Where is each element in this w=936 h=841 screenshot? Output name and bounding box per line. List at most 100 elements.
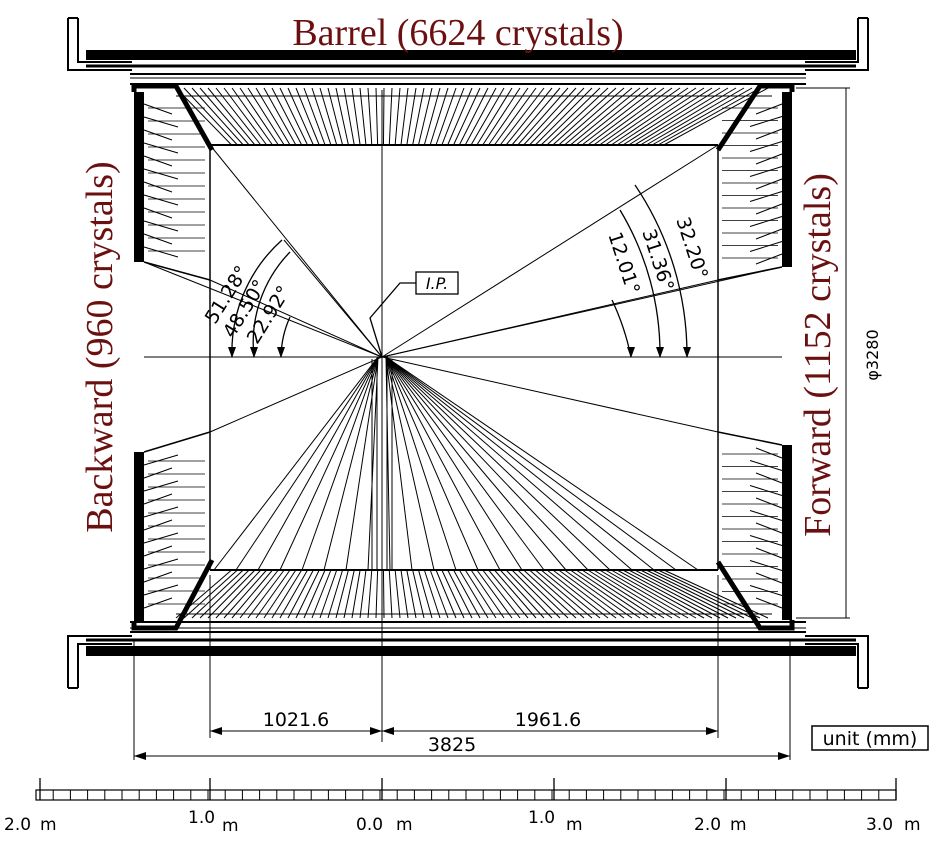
ip-ray <box>283 239 383 358</box>
barrel-crystal-bottom <box>435 569 457 619</box>
barrel-crystal-bottom <box>546 569 609 619</box>
barrel-crystal-bottom <box>247 569 285 619</box>
ip-ray-fan <box>385 356 413 571</box>
barrel-crystal-bottom <box>447 569 473 619</box>
barrel-crystal-top <box>191 87 244 146</box>
ip-ray <box>209 279 383 358</box>
barrel-crystal-bottom <box>634 569 729 619</box>
angle-label-forward-1: 32.20° <box>671 214 712 282</box>
barrel-crystal-top <box>239 87 279 146</box>
ip-ray-fan <box>385 356 523 571</box>
forward-length-label: 1961.6 <box>515 709 581 731</box>
barrel-crystal-bottom <box>575 569 649 619</box>
backward-crystal-top <box>143 168 179 180</box>
ip-ray-fan <box>385 356 633 571</box>
barrel-crystal-bottom <box>476 569 513 619</box>
barrel-crystal-top <box>564 87 633 146</box>
backward-endcap <box>131 83 215 631</box>
ip-ray <box>381 144 719 358</box>
forward-crystal-top <box>755 178 783 190</box>
barrel-crystal-top <box>499 87 545 146</box>
barrel-crystal-bottom <box>441 569 465 619</box>
barrel-crystal-bottom <box>651 569 753 619</box>
barrel-crystal-bottom <box>207 569 256 619</box>
forward-crystal-bottom <box>755 597 783 609</box>
barrel-crystal-top <box>255 87 291 146</box>
barrel-crystal-top <box>651 87 753 146</box>
backward-crystal-top <box>143 207 173 219</box>
barrel-crystal-top <box>640 87 737 146</box>
ip-ray-fan <box>323 356 379 571</box>
barrel-crystal-top <box>223 87 268 146</box>
barrel-crystals-top <box>175 87 772 146</box>
barrel-crystal-bottom <box>628 569 721 619</box>
unit-box: unit (mm) <box>811 725 929 751</box>
barrel-crystal-top <box>453 87 481 146</box>
backward-crystal-top <box>143 194 179 206</box>
barrel-crystal-bottom <box>191 569 244 619</box>
barrel-crystal-bottom <box>599 569 681 619</box>
scale-unit-0m: m <box>396 815 413 835</box>
barrel-crystal-bottom <box>616 569 705 619</box>
barrel-crystal-top <box>279 87 308 146</box>
forward-crystal-top <box>755 153 783 165</box>
barrel-crystal-top <box>464 87 497 146</box>
scale-label-1m-right: 1.0 <box>528 808 555 828</box>
barrel-crystal-top <box>400 87 409 146</box>
backward-crystal-bottom <box>143 597 173 609</box>
barrel-crystal-top <box>351 87 361 146</box>
barrel-crystal-bottom <box>382 569 385 619</box>
barrel-crystal-top <box>505 87 553 146</box>
angle-label-forward-3: 12.01° <box>603 229 644 297</box>
forward-crystal-top <box>755 253 783 265</box>
barrel-crystal-bottom <box>499 569 545 619</box>
barrel-crystal-top <box>599 87 681 146</box>
backward-crystal-bottom <box>143 480 179 492</box>
forward-crystal-bottom <box>749 560 783 571</box>
backward-crystal-bottom <box>143 558 179 570</box>
barrel-crystal-bottom <box>581 569 657 619</box>
outer-structure-bottom <box>67 621 869 689</box>
backward-crystals-bottom <box>143 454 205 609</box>
barrel-crystal-bottom <box>199 569 250 619</box>
ip-ray-fan <box>235 356 379 571</box>
scale-unit-3m: m <box>904 815 921 835</box>
forward-crystal-top <box>749 191 783 202</box>
forward-title: Forward (1152 crystals) <box>797 173 839 537</box>
scale-unit-1m-left: m <box>222 816 239 836</box>
barrel-crystal-top <box>287 87 314 146</box>
barrel-crystal-bottom <box>183 569 238 619</box>
ip-ray-fan <box>279 356 379 571</box>
barrel-crystal-bottom <box>319 569 338 619</box>
length-dimensions <box>133 575 791 760</box>
outer-structure-top <box>67 17 869 85</box>
barrel-crystal-top <box>406 87 417 146</box>
barrel-crystal-top <box>581 87 657 146</box>
backward-crystal-bottom <box>143 519 173 531</box>
diameter-dimension <box>796 87 850 619</box>
ip-rays <box>143 144 783 571</box>
forward-crystal-bottom <box>755 447 783 459</box>
barrel-crystal-bottom <box>255 569 291 619</box>
barrel-crystal-bottom <box>640 569 737 619</box>
barrel-crystal-top <box>435 87 457 146</box>
barrel-crystal-bottom <box>534 569 593 619</box>
barrel-crystal-bottom <box>517 569 569 619</box>
barrel-crystal-top <box>570 87 641 146</box>
barrel-crystal-top <box>388 87 393 146</box>
backward-crystal-top <box>143 181 173 193</box>
barrel-crystal-bottom <box>215 569 262 619</box>
forward-crystal-bottom <box>755 497 783 509</box>
forward-crystal-bottom <box>749 510 783 521</box>
forward-crystal-top <box>755 103 783 115</box>
ip-ray-fan <box>385 356 479 571</box>
backward-crystal-top <box>143 220 179 232</box>
barrel-crystal-top <box>343 87 355 146</box>
barrel-crystal-top <box>587 87 665 146</box>
barrel-crystal-top <box>231 87 273 146</box>
barrel-crystal-top <box>517 87 569 146</box>
forward-crystals-top <box>722 103 783 265</box>
backward-crystal-top <box>143 129 173 141</box>
forward-crystal-bottom <box>755 572 783 584</box>
barrel-crystal-bottom <box>231 569 273 619</box>
